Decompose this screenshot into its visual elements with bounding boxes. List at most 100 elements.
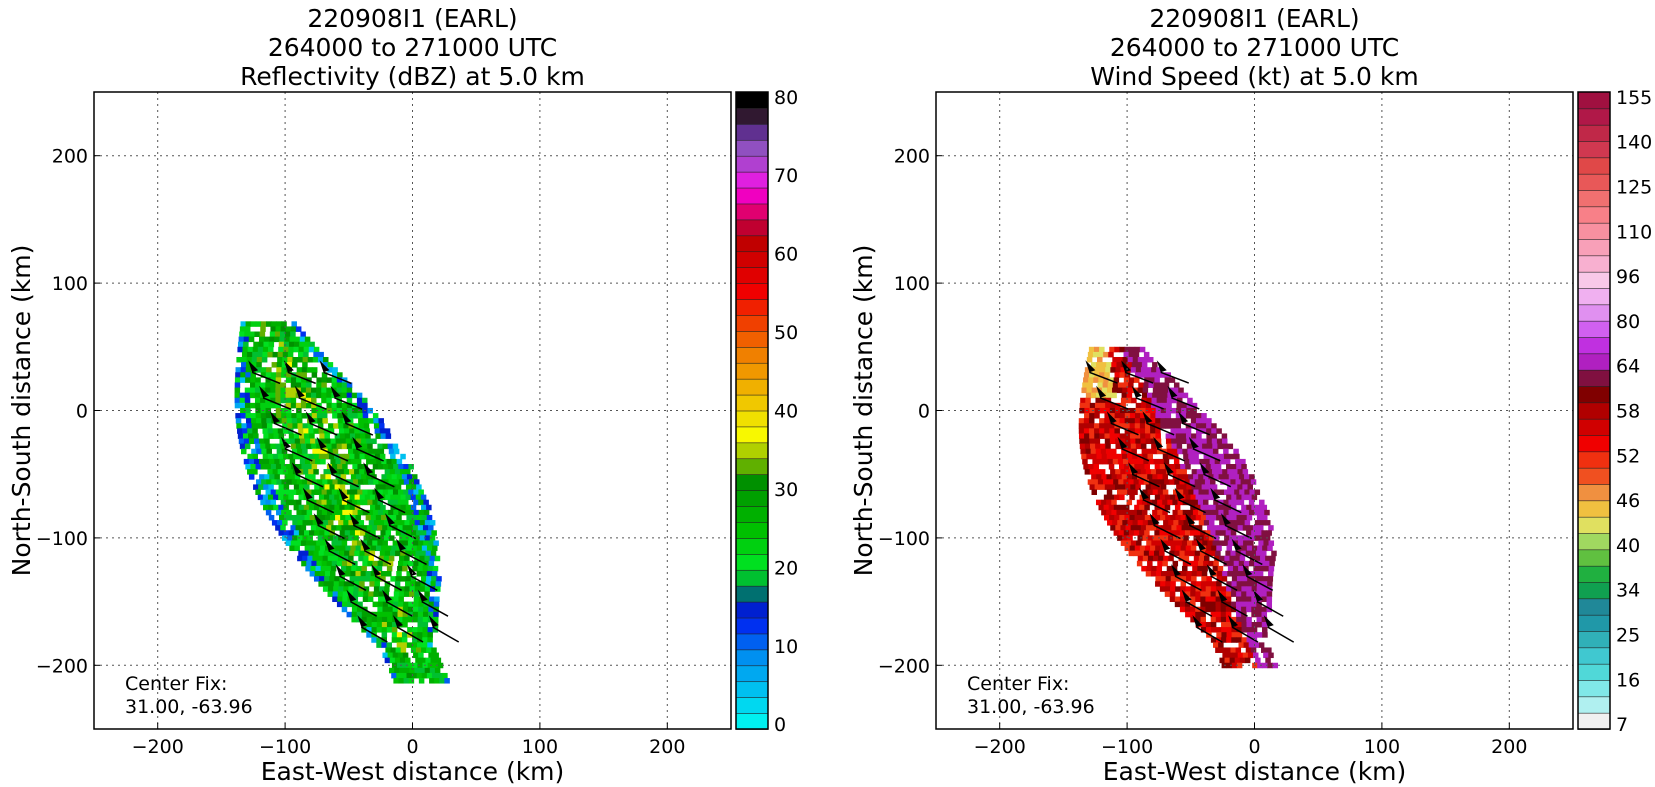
data-cell: [1173, 382, 1180, 388]
data-cell: [1158, 458, 1165, 465]
data-cell: [250, 321, 257, 327]
data-cell: [1139, 346, 1146, 353]
data-cell: [387, 489, 394, 495]
wind-barb-flag: [417, 589, 428, 602]
data-cell: [1220, 611, 1227, 618]
data-cell: [1221, 586, 1227, 592]
data-cell: [1172, 499, 1178, 506]
data-cell: [341, 499, 348, 506]
data-cell: [416, 530, 422, 536]
data-cell: [1268, 525, 1274, 531]
data-cell: [247, 346, 254, 353]
data-cell: [1267, 545, 1273, 552]
wind-barb-flag: [1263, 615, 1274, 628]
data-cell: [392, 601, 399, 608]
wind-barb-flag: [305, 411, 316, 424]
data-cell: [301, 464, 307, 470]
data-cell: [1206, 438, 1213, 445]
data-cell: [324, 494, 330, 501]
colorbar-segment: [1577, 238, 1611, 257]
data-cell: [1175, 514, 1181, 521]
data-cell: [1220, 601, 1227, 608]
data-cell: [321, 382, 327, 388]
data-cell: [1189, 479, 1196, 485]
data-cell: [265, 489, 272, 495]
data-cell: [379, 428, 386, 434]
data-cell: [397, 525, 403, 531]
wind-barb: [306, 499, 335, 514]
data-cell: [1116, 453, 1123, 460]
data-cell: [1093, 346, 1100, 353]
wind-barb-flag: [349, 513, 360, 526]
data-cell: [1131, 474, 1138, 480]
data-cell: [285, 377, 292, 383]
data-cell: [254, 331, 261, 338]
data-cell: [262, 346, 269, 353]
data-cell: [1195, 494, 1202, 501]
data-cell: [394, 586, 400, 592]
wind-barb: [1156, 448, 1185, 462]
data-cell: [348, 520, 354, 526]
wind-barb: [1188, 524, 1217, 540]
data-cell: [1213, 453, 1220, 460]
data-cell: [1138, 479, 1145, 485]
data-cell: [1185, 606, 1191, 613]
data-cell: [302, 448, 308, 455]
data-cell: [1169, 464, 1176, 470]
data-cell: [403, 509, 409, 516]
data-cell: [1239, 555, 1246, 562]
grid: [94, 92, 731, 729]
data-cell: [1217, 540, 1224, 546]
wind-barb-flag: [1106, 411, 1117, 424]
data-cell: [1123, 479, 1129, 485]
data-cell: [384, 581, 391, 587]
data-cell: [1215, 606, 1222, 613]
data-cell: [1180, 591, 1186, 597]
data-cell: [1124, 418, 1131, 424]
data-cell: [1230, 606, 1237, 613]
data-cell: [321, 499, 327, 506]
data-cell: [354, 576, 361, 582]
data-cell: [1231, 637, 1237, 643]
data-cell: [304, 336, 311, 343]
data-cell: [389, 667, 395, 674]
data-cell: [1142, 520, 1149, 526]
data-cell: [1241, 621, 1247, 628]
data-cell: [299, 336, 306, 343]
data-cell: [1267, 662, 1273, 669]
data-cell: [418, 678, 425, 684]
data-cell: [361, 565, 367, 572]
data-cell: [425, 550, 432, 557]
data-cell: [305, 565, 311, 572]
data-cell: [286, 418, 293, 424]
data-cell: [303, 550, 309, 557]
data-cell: [1155, 428, 1161, 434]
data-cell: [1085, 397, 1091, 404]
data-cell: [1227, 469, 1233, 475]
data-cell: [1236, 621, 1242, 628]
data-cell: [265, 464, 272, 470]
colorbar-segment: [735, 298, 769, 316]
data-cell: [1178, 520, 1184, 526]
colorbar-segment: [735, 394, 769, 412]
data-cell: [1083, 377, 1089, 383]
data-cell: [1215, 504, 1222, 511]
data-cell: [295, 525, 302, 531]
data-cell: [326, 443, 332, 450]
data-cell: [1175, 423, 1182, 429]
data-cell: [1266, 647, 1272, 653]
data-cell: [285, 489, 292, 495]
data-cell: [1087, 479, 1094, 485]
data-cell: [1209, 458, 1216, 465]
data-cell: [1254, 560, 1260, 567]
wind-barb: [287, 371, 316, 385]
data-cell: [1231, 591, 1237, 597]
data-cell: [1162, 392, 1168, 399]
data-cell: [1150, 433, 1156, 439]
data-cell: [243, 438, 250, 445]
data-cell: [1109, 484, 1116, 490]
data-cell: [362, 509, 369, 516]
data-field: [1078, 346, 1279, 669]
data-cell: [1092, 479, 1099, 485]
